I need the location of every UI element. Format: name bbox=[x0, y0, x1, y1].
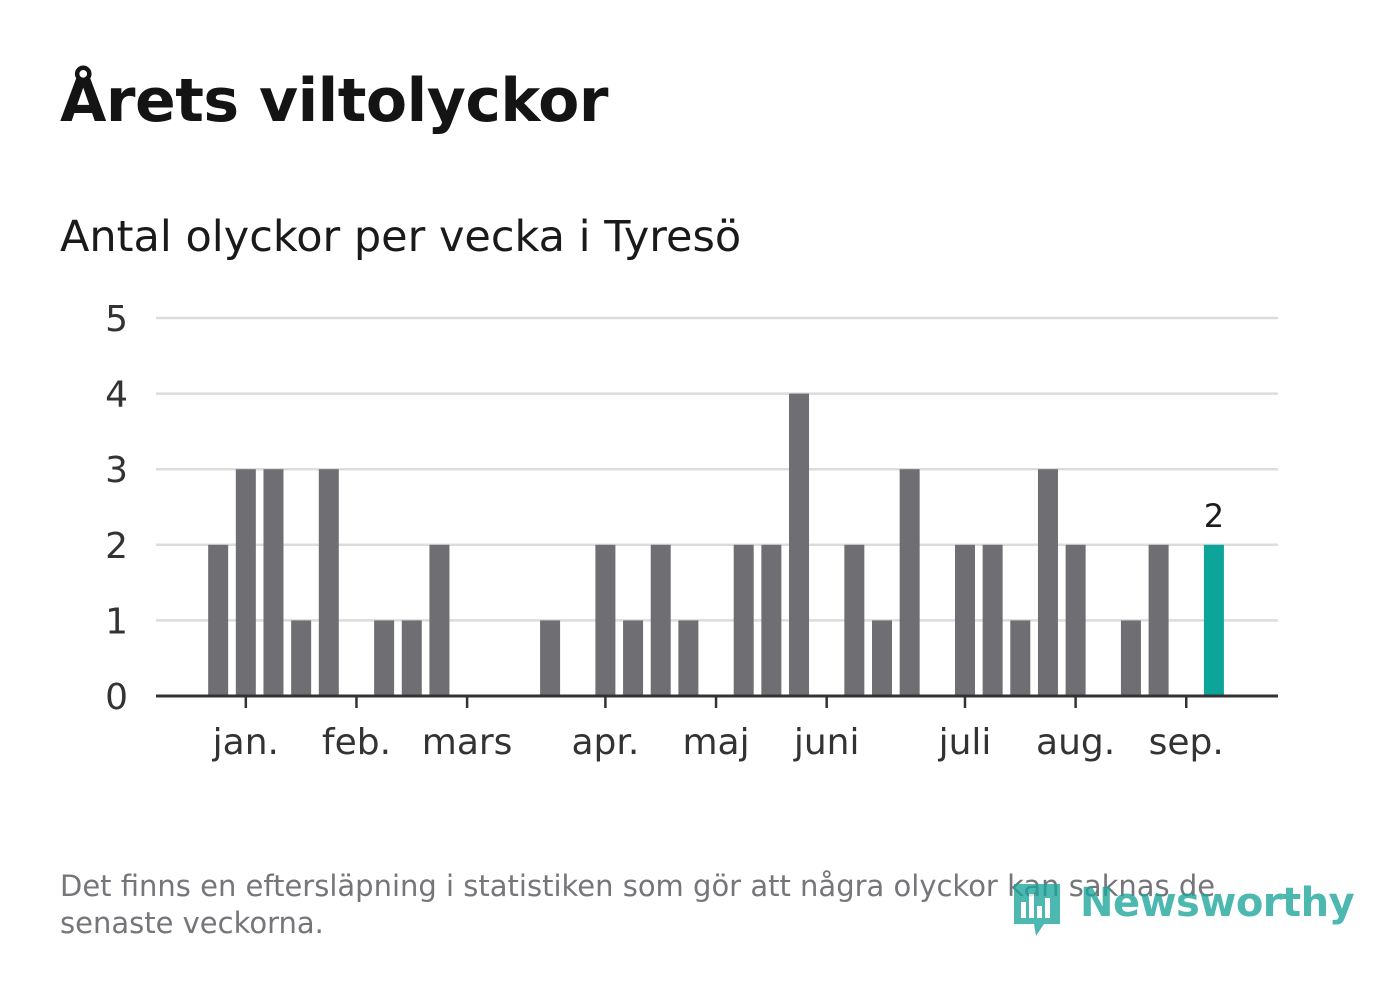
bar bbox=[1148, 544, 1169, 696]
data-label: 2 bbox=[1204, 497, 1224, 535]
bar bbox=[374, 620, 395, 696]
y-tick-label: 2 bbox=[105, 526, 128, 567]
bar bbox=[208, 544, 229, 696]
x-tick-label: aug. bbox=[1036, 722, 1115, 763]
bar bbox=[954, 544, 975, 696]
bar bbox=[401, 620, 422, 696]
bar bbox=[872, 620, 892, 696]
bar bbox=[650, 544, 671, 696]
bar bbox=[1010, 620, 1031, 696]
x-tick-label: jan. bbox=[212, 722, 279, 763]
bar bbox=[1065, 544, 1086, 696]
x-tick-label: juli bbox=[938, 722, 992, 763]
chart-title: Årets viltolyckor bbox=[60, 66, 609, 136]
x-axis-ticks: jan. feb. mars apr. maj juni juli aug. sep. bbox=[212, 696, 1224, 763]
x-tick-label: feb. bbox=[322, 722, 391, 763]
bar bbox=[595, 544, 616, 696]
y-tick-label: 5 bbox=[105, 299, 128, 340]
bar bbox=[263, 469, 284, 696]
bar bbox=[982, 544, 1003, 696]
bar bbox=[291, 620, 312, 696]
x-tick-label: apr. bbox=[571, 722, 639, 763]
bar bbox=[844, 544, 865, 696]
y-tick-label: 1 bbox=[105, 601, 128, 642]
x-tick-label: mars bbox=[422, 722, 513, 763]
bar bbox=[899, 469, 920, 696]
y-tick-label: 3 bbox=[105, 450, 128, 491]
bars bbox=[208, 393, 1224, 696]
newsworthy-logo-icon bbox=[1014, 884, 1060, 936]
y-tick-label: 4 bbox=[105, 375, 128, 416]
y-tick-label: 0 bbox=[105, 677, 128, 718]
bar bbox=[733, 544, 754, 696]
bar bbox=[1120, 620, 1141, 696]
x-tick-label: sep. bbox=[1149, 722, 1224, 763]
bar bbox=[235, 469, 256, 696]
bar-highlight bbox=[1203, 544, 1224, 696]
data-labels: 2 bbox=[1204, 497, 1224, 535]
bar bbox=[318, 469, 339, 696]
bar-chart: 0 1 2 3 4 5 jan. feb. mars apr. maj juni juli aug. se… bbox=[105, 299, 1278, 763]
y-axis-ticks: 0 1 2 3 4 5 bbox=[105, 299, 128, 718]
gridlines bbox=[156, 316, 1278, 622]
bar bbox=[540, 620, 561, 696]
newsworthy-logo-text: Newsworthy bbox=[1080, 880, 1355, 926]
x-tick-label: maj bbox=[682, 722, 749, 763]
chart-subtitle: Antal olyckor per vecka i Tyresö bbox=[60, 212, 742, 262]
bar bbox=[429, 544, 450, 696]
bar bbox=[789, 393, 810, 696]
newsworthy-logo: Newsworthy bbox=[1010, 878, 1355, 944]
x-tick-label: juni bbox=[793, 722, 860, 763]
bar bbox=[678, 620, 699, 696]
bar bbox=[1037, 469, 1058, 696]
bar bbox=[623, 620, 644, 696]
bar bbox=[761, 544, 782, 696]
